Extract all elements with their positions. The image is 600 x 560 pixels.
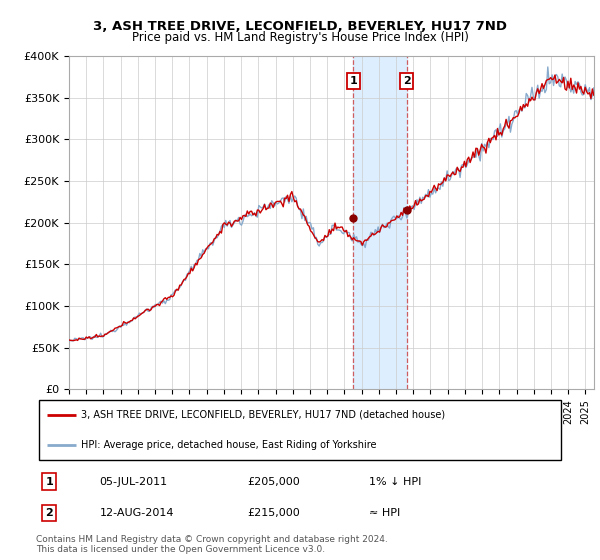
Text: 05-JUL-2011: 05-JUL-2011 — [100, 477, 167, 487]
Text: 1: 1 — [46, 477, 53, 487]
Text: Contains HM Land Registry data © Crown copyright and database right 2024.
This d: Contains HM Land Registry data © Crown c… — [36, 535, 388, 554]
Text: HPI: Average price, detached house, East Riding of Yorkshire: HPI: Average price, detached house, East… — [81, 440, 376, 450]
Text: ≈ HPI: ≈ HPI — [368, 508, 400, 518]
Text: 1% ↓ HPI: 1% ↓ HPI — [368, 477, 421, 487]
Text: £215,000: £215,000 — [247, 508, 300, 518]
Text: £205,000: £205,000 — [247, 477, 300, 487]
Text: 2: 2 — [46, 508, 53, 518]
Text: 3, ASH TREE DRIVE, LECONFIELD, BEVERLEY, HU17 7ND (detached house): 3, ASH TREE DRIVE, LECONFIELD, BEVERLEY,… — [81, 410, 445, 420]
Text: 3, ASH TREE DRIVE, LECONFIELD, BEVERLEY, HU17 7ND: 3, ASH TREE DRIVE, LECONFIELD, BEVERLEY,… — [93, 20, 507, 32]
Text: 12-AUG-2014: 12-AUG-2014 — [100, 508, 174, 518]
Text: 1: 1 — [349, 76, 357, 86]
Text: Price paid vs. HM Land Registry's House Price Index (HPI): Price paid vs. HM Land Registry's House … — [131, 31, 469, 44]
Bar — [353, 56, 407, 389]
FancyBboxPatch shape — [38, 399, 562, 460]
Text: 2: 2 — [403, 76, 410, 86]
